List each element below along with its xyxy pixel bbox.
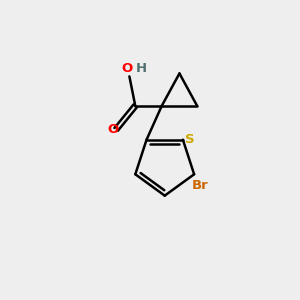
Text: S: S bbox=[184, 133, 194, 146]
Text: O: O bbox=[107, 123, 118, 136]
Text: H: H bbox=[136, 61, 147, 75]
Text: O: O bbox=[122, 61, 133, 75]
Text: Br: Br bbox=[192, 179, 209, 192]
